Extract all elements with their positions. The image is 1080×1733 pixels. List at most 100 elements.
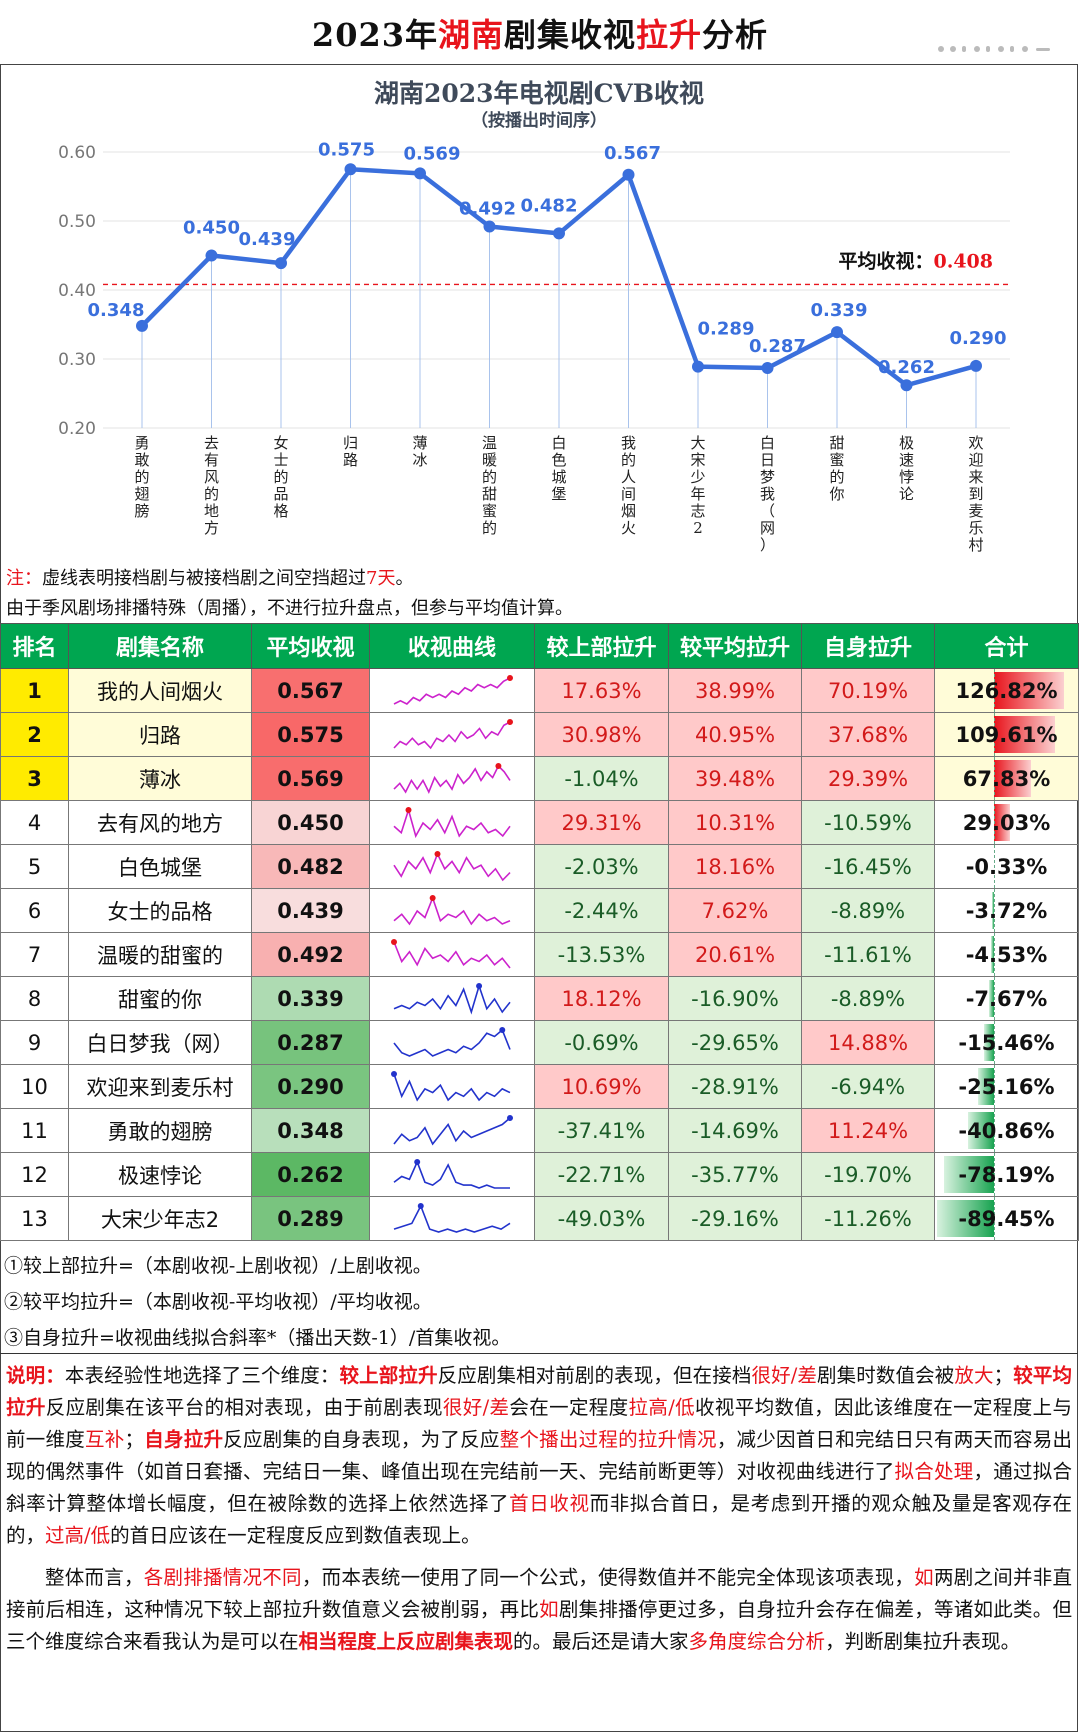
rating-curve-cell [369, 932, 535, 977]
rank-cell: 5 [0, 844, 69, 889]
chart-title: 湖南2023年电视剧CVB收视 [374, 79, 704, 108]
data-label: 0.567 [604, 143, 661, 164]
avg-rating-cell: 0.569 [251, 756, 370, 801]
sparkline [393, 1026, 511, 1057]
x-category-char: 网 [760, 519, 775, 537]
rank-cell: 9 [0, 1020, 69, 1065]
total-cell: 67.83% [934, 756, 1079, 801]
rating-curve-cell [369, 1196, 535, 1241]
self-lift-cell: -16.45% [801, 844, 935, 889]
highlight-text: 很好/差 [751, 1364, 818, 1387]
highlight-text: 互补 [84, 1428, 125, 1451]
formula-3: ③自身拉升=收视曲线拟合斜率*（播出天数-1）/首集收视。 [4, 1327, 511, 1349]
highlight-text: 如 [914, 1566, 934, 1589]
note-text: 虚线表明接档剧与被接档剧之间空挡超过 [42, 568, 366, 589]
table-row: 8 甜蜜的你 0.339 18.12% -16.90% -8.89% -7.67% [0, 976, 1079, 1021]
sparkline-peak [434, 850, 441, 857]
body-text: 本表经验性地选择了三个维度： [64, 1364, 340, 1387]
data-point [275, 257, 287, 270]
lift-vs-average-cell: 20.61% [668, 932, 802, 977]
y-tick-label: 0.50 [58, 212, 96, 232]
drama-name-cell: 白日梦我（网） [68, 1020, 252, 1065]
x-category-char: （ [760, 502, 775, 520]
x-category-char: 蜜 [482, 502, 497, 520]
body-text: 整体而言， [45, 1566, 144, 1589]
lift-vs-previous-cell: -0.69% [534, 1020, 669, 1065]
sparkline-path [393, 1159, 510, 1189]
self-lift-cell: -11.26% [801, 1196, 935, 1241]
x-category-char: 格 [273, 502, 288, 520]
total-value: 126.82% [955, 678, 1058, 703]
x-category-char: 日 [760, 451, 775, 469]
sparkline-path [393, 1203, 511, 1233]
x-category-label: 勇敢的翅膀 [134, 434, 149, 520]
highlight-text: 拉高/低 [628, 1396, 696, 1419]
total-zero-axis [994, 1021, 995, 1064]
average-label: 平均收视：0.408 [838, 249, 993, 272]
lift-vs-average-cell: -16.90% [668, 976, 802, 1021]
highlight-text: 过高/低 [45, 1524, 111, 1547]
highlight-text: 很好/差 [442, 1396, 510, 1419]
total-zero-axis [994, 1065, 995, 1108]
x-category-char: 我 [621, 434, 636, 452]
title-part: 2023年 [311, 16, 438, 54]
x-category-char: 欢 [968, 434, 983, 452]
sparkline-peak [507, 1114, 513, 1121]
self-lift-cell: -11.61% [801, 932, 935, 977]
total-cell: -89.45% [934, 1196, 1079, 1241]
total-data-bar [989, 980, 994, 1017]
body-text: 反应剧集在该平台的相对表现，由于前剧表现 [45, 1396, 443, 1419]
x-category-label: 极速悖论 [899, 434, 914, 503]
drama-name-cell: 欢迎来到麦乐村 [68, 1064, 252, 1109]
data-point [692, 360, 704, 373]
drama-name-cell: 白色城堡 [68, 844, 252, 889]
data-label: 0.348 [88, 300, 145, 321]
body-text: 两剧之间并非直接前后相连，这种情况下较上部拉升数值意义会被削弱，再比 [6, 1566, 1072, 1621]
lift-vs-average-cell: 7.62% [668, 888, 802, 933]
sparkline-path [393, 764, 511, 794]
table-row: 3 薄冰 0.569 -1.04% 39.48% 29.39% 67.83% [0, 756, 1079, 801]
avg-rating-cell: 0.262 [251, 1152, 370, 1197]
data-label: 0.339 [811, 300, 868, 321]
x-category-char: 烟 [621, 502, 636, 520]
highlight-text: 各剧排播情况不同 [143, 1566, 302, 1589]
self-lift-cell: 70.19% [801, 668, 935, 713]
sparkline [391, 1070, 511, 1102]
column-header: 收视曲线 [369, 623, 535, 669]
rank-cell: 4 [0, 800, 69, 845]
total-value: 109.61% [955, 722, 1058, 747]
x-category-char: 暖 [482, 451, 497, 469]
lift-vs-average-cell: 10.31% [668, 800, 802, 845]
total-cell: -15.46% [934, 1020, 1079, 1065]
total-data-bar [991, 936, 994, 973]
rating-curve-cell [369, 976, 535, 1021]
total-data-bar [994, 716, 1055, 753]
sparkline [393, 806, 511, 838]
x-category-char: 的 [482, 468, 497, 486]
rating-curve-cell [369, 1064, 535, 1109]
avg-rating-cell: 0.339 [251, 976, 370, 1021]
table-row: 7 温暖的甜蜜的 0.492 -13.53% 20.61% -11.61% -4.53% [0, 932, 1079, 977]
self-lift-cell: 37.68% [801, 712, 935, 757]
data-point [414, 167, 426, 180]
sparkline [391, 938, 511, 968]
self-lift-cell: -8.89% [801, 888, 935, 933]
more-dots-icon[interactable] [938, 46, 1058, 54]
total-cell: -3.72% [934, 888, 1079, 933]
x-category-char: 的 [134, 468, 149, 486]
x-category-label: 欢迎来到麦乐村 [968, 434, 983, 554]
average-value: 0.408 [934, 250, 994, 272]
x-category-char: 村 [968, 536, 983, 554]
sparkline [393, 894, 511, 925]
y-tick-label: 0.40 [58, 281, 96, 301]
total-value: -0.33% [965, 854, 1048, 879]
data-point [970, 359, 982, 372]
x-category-char: 来 [968, 468, 983, 486]
x-category-char: 敢 [134, 451, 149, 469]
divider [0, 1353, 1078, 1354]
total-cell: -25.16% [934, 1064, 1079, 1109]
x-category-char: 到 [968, 485, 983, 503]
lift-vs-average-cell: 38.99% [668, 668, 802, 713]
lift-vs-average-cell: -28.91% [668, 1064, 802, 1109]
total-value: -3.72% [965, 898, 1048, 923]
